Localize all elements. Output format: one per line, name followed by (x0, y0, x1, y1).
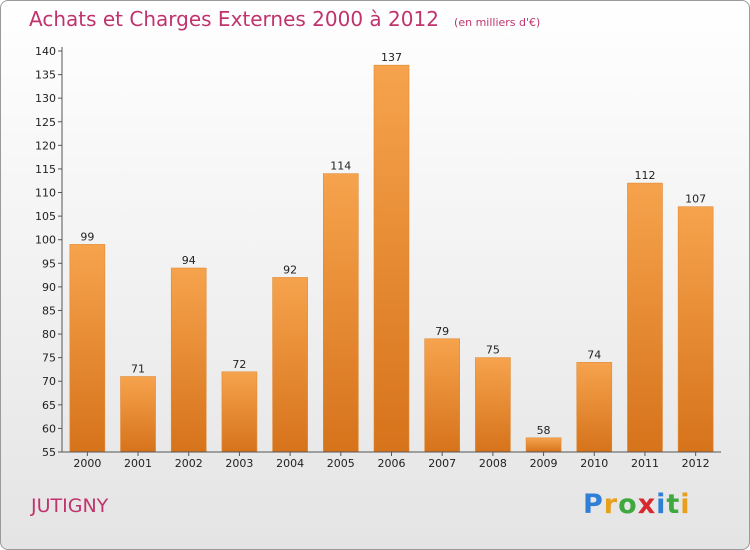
data-label: 137 (381, 51, 402, 64)
x-tick-label: 2008 (479, 457, 507, 470)
data-label: 112 (634, 169, 655, 182)
data-label: 79 (435, 325, 449, 338)
data-label: 94 (182, 254, 196, 267)
x-tick-label: 2009 (530, 457, 558, 470)
data-label: 58 (537, 424, 551, 437)
logo-letter: o (618, 489, 638, 520)
data-label: 92 (283, 263, 297, 276)
axes-layer: 55 60 65 70 75 80 85 90 95 100 105 110 115 120 125 130 1… (35, 45, 721, 470)
x-tick-label: 2012 (682, 457, 710, 470)
bar (424, 338, 460, 453)
data-label: 74 (587, 348, 601, 361)
y-tick-label: 55 (42, 446, 56, 459)
y-tick-label: 110 (35, 187, 56, 200)
y-tick-label: 70 (42, 375, 56, 388)
data-label: 99 (80, 230, 94, 243)
y-tick-label: 135 (35, 69, 56, 82)
x-tick-label: 2010 (580, 457, 608, 470)
bar (69, 244, 106, 453)
x-tick-label: 2006 (378, 457, 406, 470)
data-label: 114 (330, 160, 351, 173)
y-tick-label: 65 (42, 399, 56, 412)
y-tick-label: 130 (35, 92, 56, 105)
bar (677, 206, 714, 453)
chart-title: Achats et Charges Externes 2000 à 2012 (29, 7, 439, 31)
y-tick-label: 80 (42, 328, 56, 341)
y-tick-label: 90 (42, 281, 56, 294)
x-tick-label: 2003 (225, 457, 253, 470)
x-tick-label: 2002 (175, 457, 203, 470)
y-tick-label: 60 (42, 422, 56, 435)
bar (576, 362, 613, 453)
y-tick-label: 100 (35, 234, 56, 247)
x-tick-label: 2001 (124, 457, 152, 470)
x-tick-label: 2007 (428, 457, 456, 470)
logo-letter: i (680, 489, 691, 520)
bar (627, 182, 663, 453)
y-tick-label: 105 (35, 210, 56, 223)
bar (323, 173, 359, 453)
y-tick-label: 125 (35, 116, 56, 129)
data-label: 71 (131, 363, 145, 376)
y-tick-label: 85 (42, 304, 56, 317)
bar (373, 64, 410, 453)
bar (525, 437, 562, 453)
bar (120, 376, 156, 453)
y-tick-label: 140 (35, 45, 56, 58)
logo-letter: r (603, 489, 619, 520)
bar (221, 371, 258, 453)
brand-logo: Proxiti (583, 489, 691, 520)
y-tick-label: 95 (42, 257, 56, 270)
y-tick-label: 115 (35, 163, 56, 176)
data-label: 107 (685, 193, 706, 206)
x-tick-label: 2000 (73, 457, 101, 470)
location-label: JUTIGNY (31, 495, 109, 517)
data-label: 72 (232, 358, 246, 371)
x-tick-label: 2005 (327, 457, 355, 470)
bar (170, 267, 207, 453)
logo-letter: i (656, 489, 667, 520)
x-tick-label: 2004 (276, 457, 304, 470)
title-line: Achats et Charges Externes 2000 à 2012 (… (29, 7, 540, 31)
data-label: 75 (486, 344, 500, 357)
bars-layer: 99 71 94 72 92 114 137 79 75 58 74 112 107 (69, 51, 714, 453)
logo-letter: x (637, 489, 657, 520)
bar (475, 357, 511, 453)
bar (272, 277, 308, 453)
logo-letter: P (583, 489, 604, 520)
logo-letter: t (666, 489, 681, 520)
x-tick-label: 2011 (631, 457, 659, 470)
chart-subtitle: (en milliers d'€) (454, 16, 541, 29)
y-tick-label: 120 (35, 139, 56, 152)
y-tick-label: 75 (42, 352, 56, 365)
